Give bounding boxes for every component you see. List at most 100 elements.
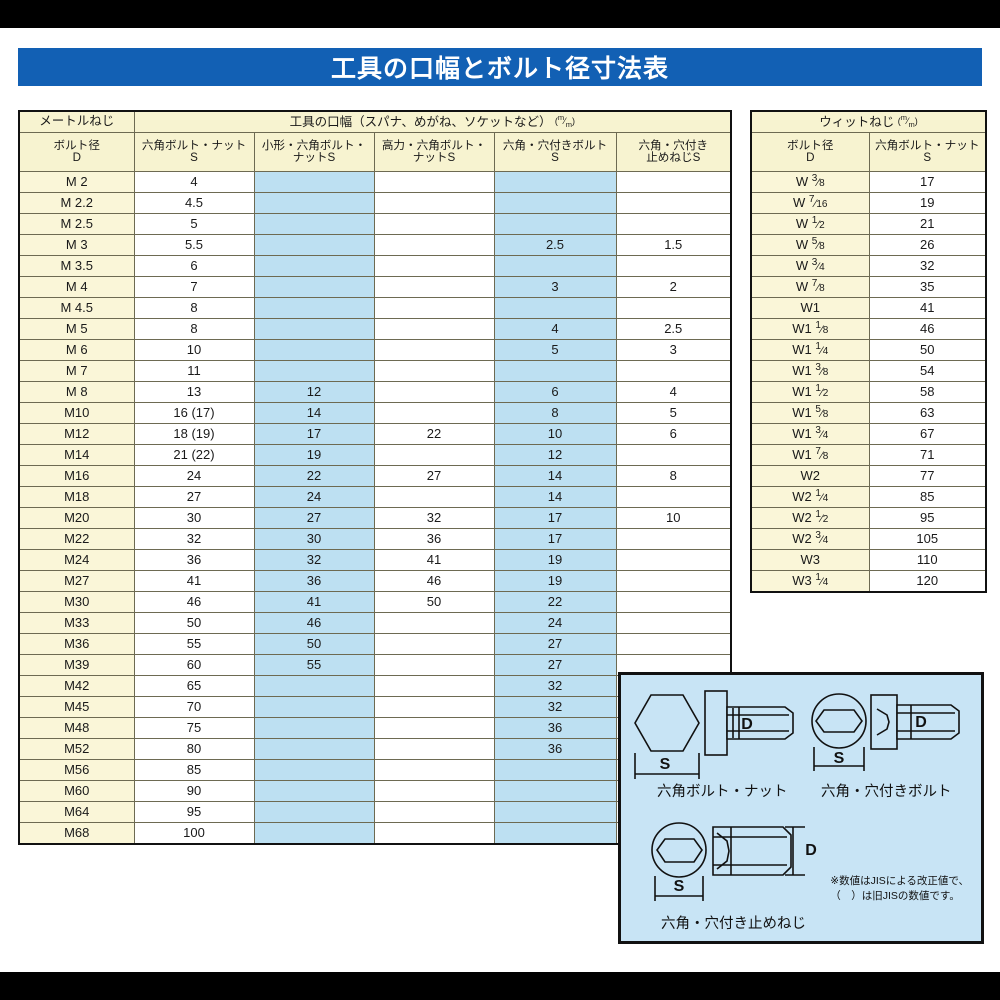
metric-value-cell xyxy=(373,654,495,676)
metric-value-cell xyxy=(373,234,495,256)
metric-value-cell: 32 xyxy=(373,507,495,529)
metric-bolt-diameter-cell: M 2.2 xyxy=(18,192,135,214)
whitworth-table-row: W1 5⁄8 63 xyxy=(750,402,987,424)
whitworth-bolt-diameter-cell: W1 3⁄4 xyxy=(750,423,870,445)
whitworth-thread-table-container: ウィットねじ (m⁄m) ボルト径 D 六角ボルト・ナット S W 3⁄8 17 W 7⁄16… xyxy=(750,110,987,593)
whitworth-value-cell: 58 xyxy=(868,381,987,403)
metric-value-cell: 3 xyxy=(493,276,617,298)
whitworth-bolt-diameter-cell: W2 xyxy=(750,465,870,487)
metric-value-cell xyxy=(615,591,732,613)
metric-value-cell xyxy=(493,213,617,235)
metric-value-cell xyxy=(373,255,495,277)
metric-value-cell: 60 xyxy=(133,654,255,676)
metric-value-cell xyxy=(253,822,375,845)
whitworth-value-cell: 50 xyxy=(868,339,987,361)
metric-value-cell xyxy=(493,759,617,781)
metric-value-cell: 55 xyxy=(253,654,375,676)
whitworth-bolt-diameter-cell: W 3⁄4 xyxy=(750,255,870,277)
metric-value-cell xyxy=(373,402,495,424)
metric-table-row: M18 27 24 14 xyxy=(18,486,732,508)
metric-value-cell: 22 xyxy=(373,423,495,445)
metric-value-cell: 24 xyxy=(493,612,617,634)
metric-bolt-diameter-cell: M 3 xyxy=(18,234,135,256)
metric-value-cell xyxy=(373,444,495,466)
metric-value-cell xyxy=(373,717,495,739)
metric-table-row: M60 90 xyxy=(18,780,732,802)
metric-bolt-diameter-cell: M16 xyxy=(18,465,135,487)
metric-value-cell xyxy=(493,360,617,382)
metric-value-cell: 5 xyxy=(615,402,732,424)
metric-bolt-diameter-cell: M 7 xyxy=(18,360,135,382)
metric-value-cell: 8 xyxy=(615,465,732,487)
metric-value-cell: 3 xyxy=(615,339,732,361)
hex-bolt-caption: 六角ボルト・ナット xyxy=(657,784,788,800)
bolt-diagrams-svg: S D S D xyxy=(634,690,960,901)
socket-bolt-dim-s-text: S xyxy=(834,750,845,767)
metric-value-cell: 24 xyxy=(253,486,375,508)
metric-table-row: M 8 13 12 6 4 xyxy=(18,381,732,403)
whitworth-table-row: W 3⁄8 17 xyxy=(750,171,987,193)
whitworth-table-row: W 3⁄4 32 xyxy=(750,255,987,277)
metric-value-cell: 41 xyxy=(253,591,375,613)
metric-value-cell xyxy=(253,339,375,361)
whitworth-value-cell: 35 xyxy=(868,276,987,298)
metric-bolt-diameter-cell: M52 xyxy=(18,738,135,760)
page-title-banner: 工具の口幅とボルト径寸法表 xyxy=(18,48,982,86)
whitworth-value-cell: 120 xyxy=(868,570,987,593)
whitworth-group-header-row: ウィットねじ (m⁄m) xyxy=(750,110,987,133)
metric-col-header-5: 六角・穴付き 止めねじS xyxy=(615,132,732,172)
whitworth-bolt-diameter-cell: W2 1⁄4 xyxy=(750,486,870,508)
metric-value-cell: 27 xyxy=(373,465,495,487)
metric-table-row: M 2.5 5 xyxy=(18,213,732,235)
metric-value-cell: 12 xyxy=(493,444,617,466)
whitworth-bolt-diameter-cell: W1 7⁄8 xyxy=(750,444,870,466)
metric-value-cell xyxy=(615,570,732,592)
metric-value-cell xyxy=(253,360,375,382)
whitworth-bolt-diameter-cell: W1 1⁄4 xyxy=(750,339,870,361)
metric-value-cell xyxy=(493,801,617,823)
metric-value-cell: 36 xyxy=(253,570,375,592)
metric-value-cell xyxy=(373,675,495,697)
metric-table-row: M24 36 32 41 19 xyxy=(18,549,732,571)
metric-value-cell xyxy=(615,360,732,382)
whitworth-value-cell: 26 xyxy=(868,234,987,256)
whitworth-table-row: W2 77 xyxy=(750,465,987,487)
metric-value-cell xyxy=(373,801,495,823)
whitworth-table-row: W1 7⁄8 71 xyxy=(750,444,987,466)
metric-table-row: M 7 11 xyxy=(18,360,732,382)
set-screw-caption: 六角・穴付き止めねじ xyxy=(661,916,806,932)
whitworth-table-row: W 7⁄8 35 xyxy=(750,276,987,298)
metric-value-cell xyxy=(373,213,495,235)
metric-table-row: M20 30 27 32 17 10 xyxy=(18,507,732,529)
metric-table-row: M30 46 41 50 22 xyxy=(18,591,732,613)
whitworth-table-row: W 7⁄16 19 xyxy=(750,192,987,214)
metric-value-cell xyxy=(253,213,375,235)
metric-table-row: M14 21 (22) 19 12 xyxy=(18,444,732,466)
whitworth-table-row: W1 1⁄4 50 xyxy=(750,339,987,361)
metric-value-cell: 17 xyxy=(253,423,375,445)
metric-value-cell xyxy=(253,192,375,214)
metric-value-cell: 7 xyxy=(133,276,255,298)
metric-value-cell: 46 xyxy=(373,570,495,592)
metric-value-cell: 17 xyxy=(493,528,617,550)
whitworth-thread-table: ウィットねじ (m⁄m) ボルト径 D 六角ボルト・ナット S W 3⁄8 17 W 7⁄16… xyxy=(750,110,987,593)
whitworth-value-cell: 41 xyxy=(868,297,987,319)
metric-value-cell: 27 xyxy=(133,486,255,508)
metric-thread-table: メートルねじ 工具の口幅（スパナ、めがね、ソケットなど） (m⁄m) ボルト径 D 六角… xyxy=(18,110,732,845)
metric-value-cell: 24 xyxy=(133,465,255,487)
metric-group-header-row: メートルねじ 工具の口幅（スパナ、めがね、ソケットなど） (m⁄m) xyxy=(18,110,732,133)
metric-value-cell xyxy=(253,780,375,802)
metric-value-cell: 5 xyxy=(133,213,255,235)
metric-value-cell: 12 xyxy=(253,381,375,403)
metric-value-cell: 50 xyxy=(253,633,375,655)
metric-bolt-diameter-cell: M 2.5 xyxy=(18,213,135,235)
metric-value-cell: 19 xyxy=(493,549,617,571)
whitworth-bolt-diameter-cell: W1 1⁄8 xyxy=(750,318,870,340)
whitworth-col-header-1: 六角ボルト・ナット S xyxy=(868,132,987,172)
whitworth-value-cell: 85 xyxy=(868,486,987,508)
metric-value-cell: 1.5 xyxy=(615,234,732,256)
metric-bolt-diameter-cell: M24 xyxy=(18,549,135,571)
metric-value-cell xyxy=(493,255,617,277)
metric-value-cell xyxy=(253,297,375,319)
